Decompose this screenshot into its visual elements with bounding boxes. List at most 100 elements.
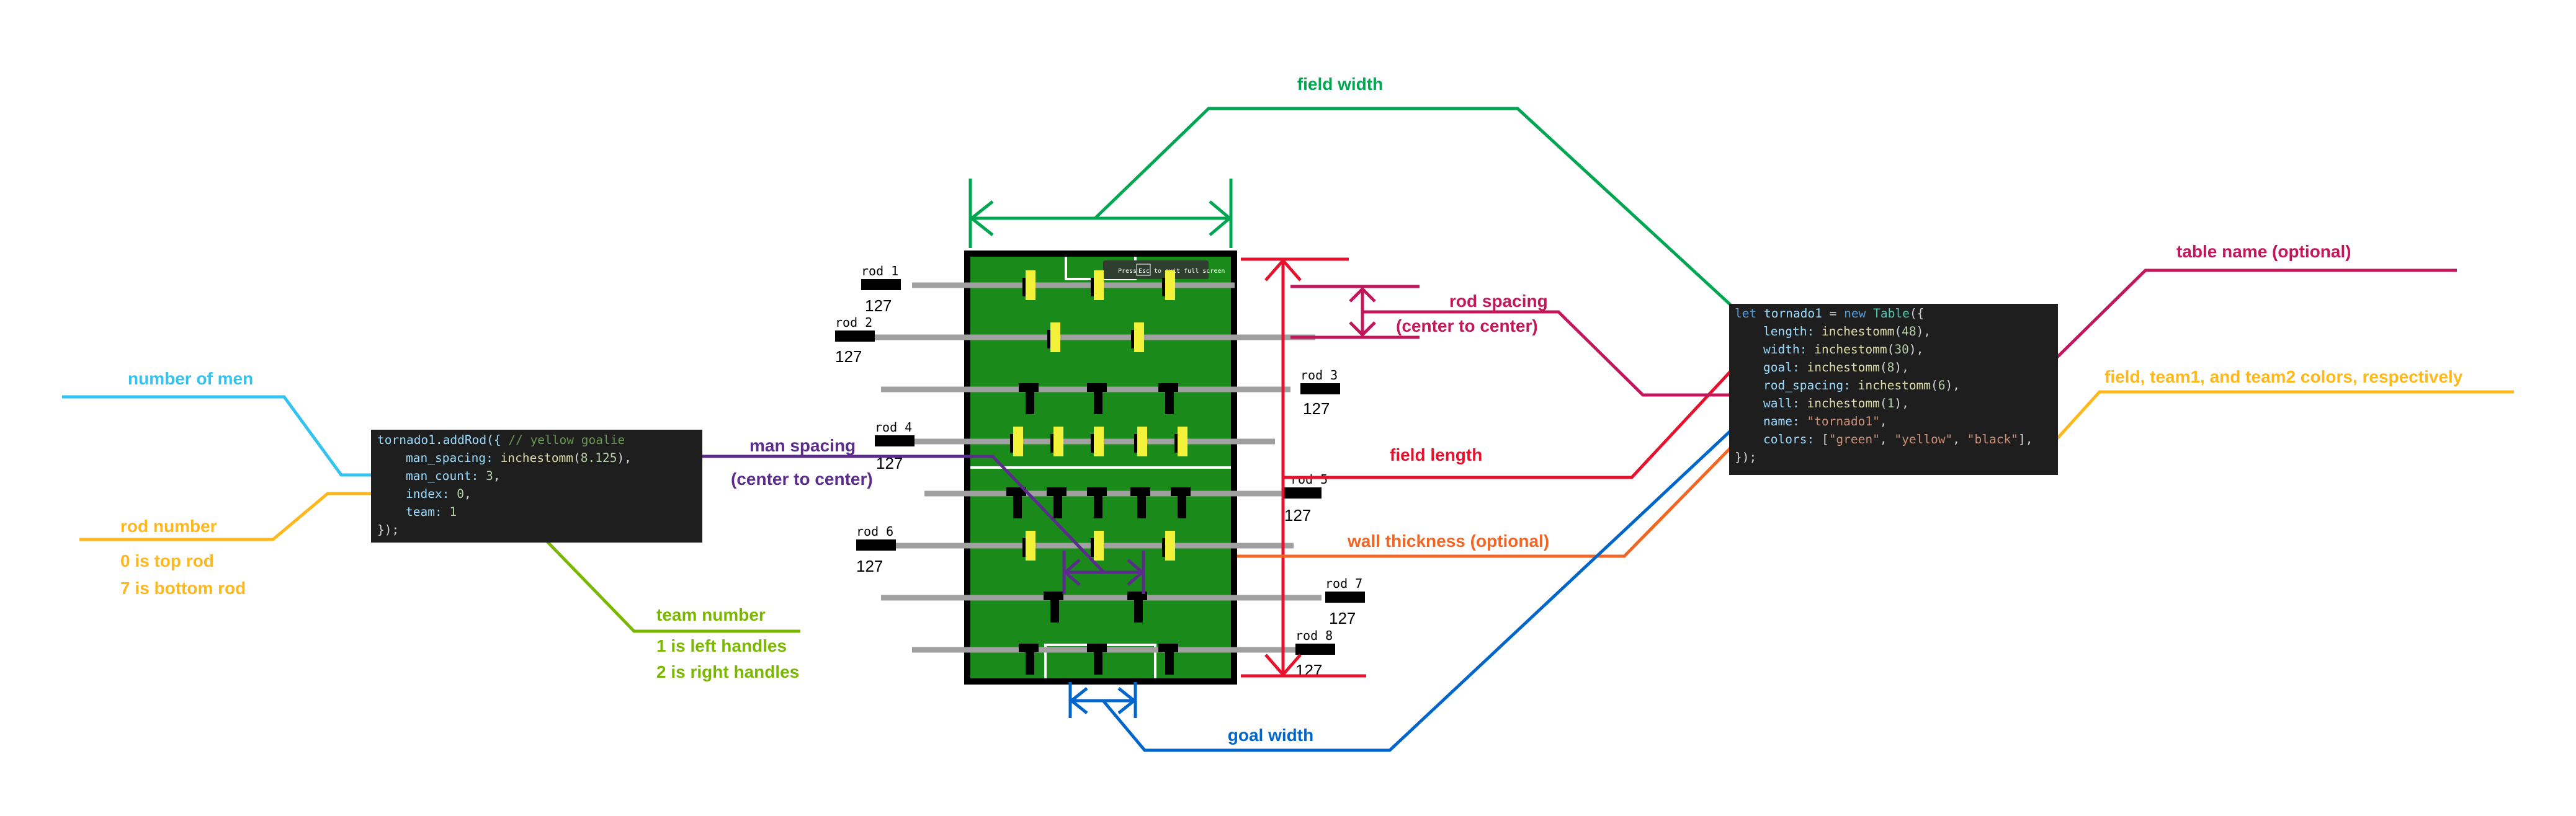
rod-tag-bar — [856, 539, 896, 551]
man-figure-team2 — [1013, 487, 1022, 518]
code-key: colors: — [1763, 432, 1814, 446]
code-num: 8.125 — [581, 451, 617, 465]
code-num: 48 — [1902, 324, 1916, 339]
rod-tag-label: rod 3 — [1300, 368, 1338, 383]
man-figure-team1 — [1026, 531, 1035, 561]
rod-tag-value: 127 — [1284, 506, 1311, 525]
code-string: "black" — [1967, 432, 2018, 446]
code-line: }); — [1735, 450, 1756, 464]
man-figure-team2 — [1026, 383, 1034, 414]
svg-text:man_spacing: inchestomm(: man_spacing: inchestomm(8.125), — [406, 451, 632, 465]
svg-text:name: "tornado1",: name: "tornado1", — [1763, 414, 1887, 428]
team-left-note: 1 is left handles — [656, 636, 787, 655]
rod-spacing-annotation — [1290, 285, 1790, 397]
code-string: "green" — [1829, 432, 1880, 446]
man-figure-team1 — [1050, 322, 1060, 352]
wall-thickness-label: wall thickness (optional) — [1347, 531, 1549, 551]
svg-text:width: inchestomm(30),: width: inchestomm(30), — [1763, 342, 1923, 357]
rod-tag-bar — [1295, 644, 1335, 655]
man-figure-team1 — [1013, 427, 1023, 456]
man-figure-team2 — [1053, 487, 1062, 518]
colors-annotation — [2050, 390, 2514, 446]
field-length-label: field length — [1390, 445, 1482, 464]
man-spacing-label: man spacing — [749, 436, 856, 455]
table-field: Press Esc to exit full screen — [964, 251, 1237, 685]
svg-text:man_count: 3,: man_count: 3, — [406, 469, 501, 483]
svg-text:colors: ["green", "yello: colors: ["green", "yellow", "black"], — [1763, 432, 2033, 446]
man-figure-team2 — [1094, 644, 1102, 675]
table-code-block: let tornado1 = new Table({ length: inche… — [1729, 304, 2058, 475]
rod-spacing-sublabel: (center to center) — [1396, 316, 1538, 335]
man-figure-team1 — [1026, 270, 1035, 300]
svg-text:wall: inchestomm(1),: wall: inchestomm(1), — [1763, 396, 1909, 410]
man-figure-team2 — [1137, 487, 1146, 518]
field-length-annotation — [1241, 257, 1774, 678]
code-keyword: new — [1844, 306, 1866, 321]
code-num: 6 — [1938, 378, 1946, 392]
code-num: 1 — [449, 505, 457, 519]
field-width-label: field width — [1297, 74, 1383, 94]
rod-number-top-note: 0 is top rod — [120, 551, 214, 570]
code-key: name: — [1763, 414, 1800, 428]
code-num: 30 — [1894, 342, 1908, 357]
rod-number-annotation — [79, 492, 403, 541]
code-string: "tornado1" — [1807, 414, 1879, 428]
code-num: 1 — [1887, 396, 1895, 410]
fullscreen-hint-post: to exit full screen — [1154, 268, 1225, 275]
code-fn: inchestomm — [1814, 342, 1887, 357]
code-fn: inchestomm — [501, 451, 573, 465]
rod-tag-bar — [875, 435, 915, 446]
code-string: "yellow" — [1894, 432, 1952, 446]
code-var: tornado1 — [1764, 306, 1822, 321]
rod-tag-bar — [861, 279, 901, 290]
code-key: man_spacing: — [406, 451, 493, 465]
man-figure-team2 — [1165, 644, 1174, 675]
svg-text:tornado1.addRod({ // yel: tornado1.addRod({ // yellow goalie — [377, 433, 625, 447]
code-fn: inchestomm — [1822, 324, 1894, 339]
wall-thickness-annotation — [1237, 396, 1782, 558]
svg-text:rod_spacing: inchestomm(: rod_spacing: inchestomm(6), — [1763, 378, 1960, 392]
rod-number-label: rod number — [120, 517, 217, 536]
code-key: width: — [1763, 342, 1807, 357]
code-key: length: — [1763, 324, 1814, 339]
code-key: goal: — [1763, 360, 1800, 375]
code-fn: inchestomm — [1807, 360, 1879, 375]
rod-tag-value: 127 — [1329, 609, 1356, 628]
rod-tag-bar — [1325, 592, 1365, 603]
man-figure-team1 — [1165, 531, 1175, 561]
rod-tag-label: rod 2 — [835, 315, 872, 330]
svg-text:goal: inchestomm(8),: goal: inchestomm(8), — [1763, 360, 1909, 375]
goal-width-annotation — [1068, 374, 1791, 752]
man-figure-team1 — [1178, 427, 1187, 456]
code-comment: // yellow goalie — [508, 433, 625, 447]
colors-label: field, team1, and team2 colors, respecti… — [2104, 367, 2463, 386]
rod-tag-label: rod 8 — [1295, 628, 1333, 643]
rod-tag-value: 127 — [1303, 399, 1330, 418]
man-figure-team1 — [1134, 322, 1144, 352]
man-figure-team2 — [1050, 592, 1059, 623]
fullscreen-hint-pre: Press — [1118, 268, 1137, 275]
man-figure-team1 — [1094, 531, 1104, 561]
rod-tag-bar — [1282, 487, 1322, 499]
svg-text:index: 0,: index: 0, — [406, 487, 472, 501]
code-num: 0 — [457, 487, 464, 501]
code-keyword: let — [1735, 306, 1756, 321]
rod-tag-label: rod 5 — [1290, 472, 1328, 487]
rod-tag-value: 127 — [856, 557, 883, 575]
man-figure-team2 — [1026, 644, 1034, 675]
rod-tag-value: 127 — [835, 347, 862, 366]
rod-tag-label: rod 4 — [875, 420, 912, 435]
rod-spacing-label: rod spacing — [1449, 291, 1548, 311]
table-name-label: table name (optional) — [2176, 242, 2351, 261]
goal-width-label: goal width — [1228, 725, 1313, 745]
code-fn: inchestomm — [1858, 378, 1931, 392]
code-line: }); — [377, 523, 399, 537]
man-figure-team2 — [1165, 383, 1174, 414]
addrod-code-block: tornado1.addRod({ // yellow goalie man_s… — [371, 430, 702, 543]
field-width-annotation — [968, 107, 1774, 345]
svg-text:let tornado1 =: let tornado1 = new Table({ — [1735, 306, 1924, 321]
team-number-label: team number — [656, 605, 766, 624]
code-fn: inchestomm — [1807, 396, 1879, 410]
